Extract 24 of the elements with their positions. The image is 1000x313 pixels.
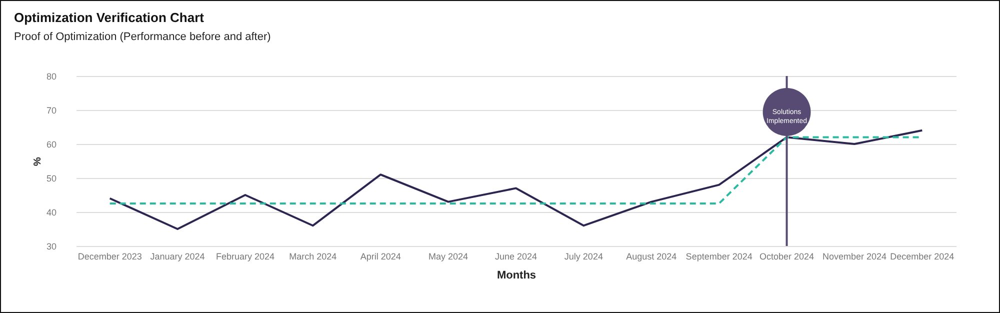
x-tick-label: September 2024 [686,252,752,262]
y-tick-label: 60 [46,140,56,150]
chart-subtitle: Proof of Optimization (Performance before and after) [14,31,271,43]
x-tick-label: January 2024 [150,252,205,262]
x-tick-label: March 2024 [289,252,337,262]
x-tick-label: April 2024 [360,252,401,262]
x-tick-label: May 2024 [428,252,468,262]
x-tick-label: December 2023 [78,252,142,262]
y-tick-label: 50 [46,174,56,184]
chart-title: Optimization Verification Chart [14,10,205,25]
x-axis-title: Months [496,270,536,282]
x-tick-label: December 2024 [890,252,954,262]
y-tick-label: 80 [46,72,56,82]
x-tick-label: October 2024 [759,252,814,262]
y-axis-title: % [32,156,44,166]
x-tick-label: November 2024 [822,252,886,262]
y-tick-label: 30 [46,242,56,252]
x-tick-label: June 2024 [494,252,538,262]
line-series [108,129,924,230]
x-tick-label: August 2024 [626,252,677,262]
y-tick-label: 40 [46,208,56,218]
x-tick-label: July 2024 [564,252,603,262]
x-tick-label: February 2024 [216,252,275,262]
y-tick-label: 70 [46,106,56,116]
